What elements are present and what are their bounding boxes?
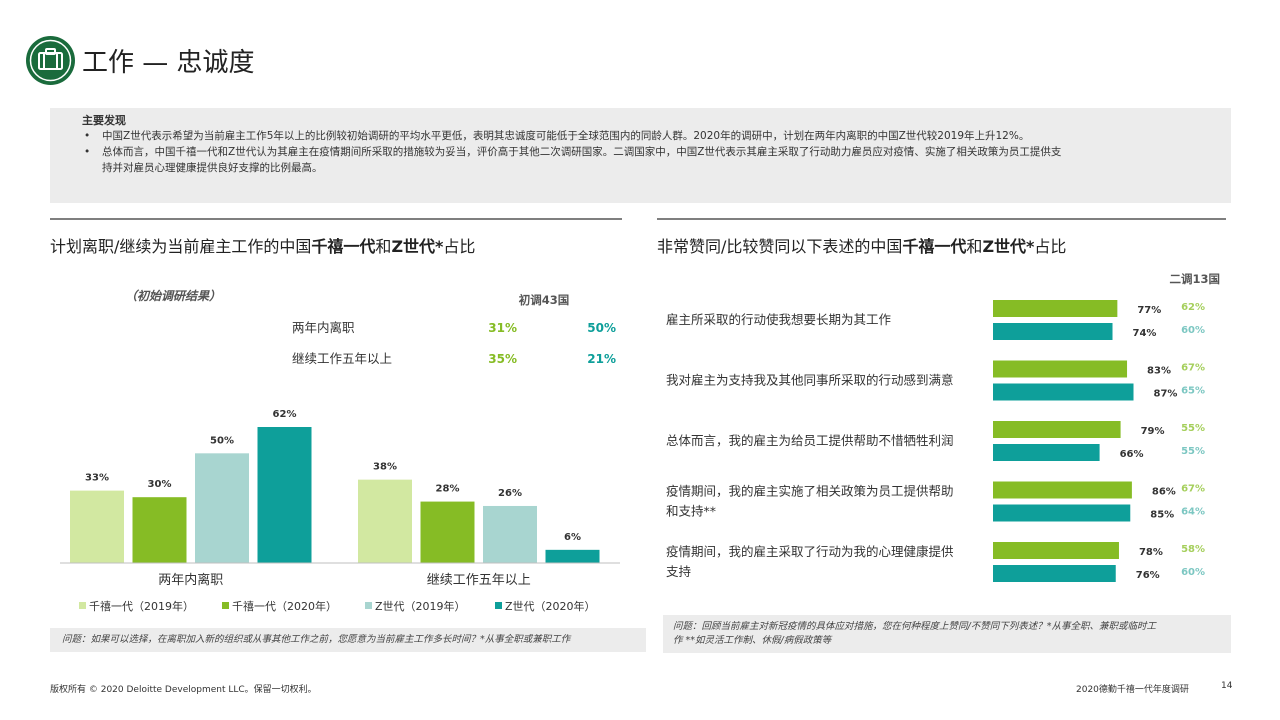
statement-label: 雇主所采取的行动使我想要长期为其工作 [666, 312, 892, 327]
ref-value: 62% [1181, 302, 1205, 313]
report-name: 2020德勤千禧一代年度调研 [1076, 685, 1189, 695]
bar [70, 490, 124, 563]
ref-value: 55% [1181, 446, 1205, 457]
statement-label: 支持 [666, 564, 691, 579]
findings-bullet: 总体而言，中国千禧一代和Z世代认为其雇主在疫情期间所采取的措施较为妥当，评价高于… [82, 144, 1201, 160]
findings-heading: 主要发现 [82, 114, 126, 127]
findings-bullet-continuation: 持并对雇员心理健康提供良好支撑的比例最高。 [102, 162, 323, 174]
hbar-value-label: 86% [1152, 487, 1176, 498]
copyright: 版权所有 © 2020 Deloitte Development LLC。保留一… [50, 685, 317, 695]
bar-value-label: 38% [373, 462, 397, 473]
ref-millennial-value: 35% [488, 352, 517, 366]
legend-label: 千禧一代（2019年） [89, 599, 194, 613]
bar [257, 427, 312, 563]
key-findings-box: 主要发现 中国Z世代表示希望为当前雇主工作5年以上的比例较初始调研的平均水平更低… [50, 108, 1231, 203]
ref-millennial-value: 31% [488, 321, 517, 335]
bar [358, 479, 412, 563]
hbar [993, 383, 1134, 401]
hbar [993, 504, 1131, 522]
statement-label: 总体而言，我的雇主为给员工提供帮助不惜牺牲利润 [666, 433, 954, 448]
ref-value: 67% [1181, 484, 1205, 495]
ref-value: 60% [1181, 567, 1205, 578]
right-question-note: 问题：回顾当前雇主对新冠疫情的具体应对措施，您在何种程度上赞同/不赞同下列表述？… [663, 615, 1231, 653]
findings-bullet: 中国Z世代表示希望为当前雇主工作5年以上的比例较初始调研的平均水平更低，表明其忠… [82, 128, 1201, 144]
ref-value: 67% [1181, 363, 1205, 374]
ref-value: 60% [1181, 325, 1205, 336]
right-section-rule [657, 218, 1226, 220]
bar-value-label: 6% [564, 532, 581, 543]
bar-value-label: 62% [273, 409, 297, 420]
bar [420, 501, 475, 563]
statement-label: 疫情期间，我的雇主实施了相关政策为员工提供帮助 [666, 484, 954, 499]
hbar-value-label: 87% [1154, 389, 1178, 400]
category-label: 继续工作五年以上 [427, 573, 531, 588]
legend-swatch [365, 602, 372, 609]
hbar [993, 444, 1100, 461]
legend-label: Z世代（2019年） [375, 599, 466, 613]
hbar-value-label: 76% [1136, 570, 1160, 581]
legend-swatch [495, 602, 502, 609]
ref-value: 64% [1181, 507, 1205, 518]
bar-value-label: 26% [498, 488, 522, 499]
ref-table-header: 初调43国 [519, 293, 570, 307]
hbar [993, 360, 1128, 378]
ref-value: 58% [1181, 544, 1205, 555]
ref-genz-value: 50% [587, 321, 616, 335]
ref-value: 65% [1181, 386, 1205, 397]
bar-value-label: 30% [148, 479, 172, 490]
left-chart-title: 计划离职/继续为当前雇主工作的中国千禧一代和Z世代*占比 [50, 237, 476, 256]
bar-value-label: 33% [85, 473, 109, 484]
ref-value: 55% [1181, 423, 1205, 434]
hbar-value-label: 79% [1141, 426, 1165, 437]
page-number: 14 [1221, 681, 1233, 691]
left-section-rule [50, 218, 622, 220]
bar [483, 505, 537, 563]
statement-label: 和支持** [666, 504, 716, 519]
ref-genz-value: 21% [587, 352, 616, 366]
hbar [993, 565, 1116, 582]
findings-list: 中国Z世代表示希望为当前雇主工作5年以上的比例较初始调研的平均水平更低，表明其忠… [82, 128, 1201, 176]
right-note-line: 作 **如灵活工作制、休假/病假政策等 [673, 635, 832, 646]
hbar [993, 323, 1113, 340]
ref-table-subtitle: （初始调研结果） [125, 289, 221, 303]
legend-label: Z世代（2020年） [505, 599, 596, 613]
statement-label: 我对雇主为支持我及其他同事所采取的行动感到满意 [666, 373, 954, 388]
page-title: 工作 — 忠诚度 [82, 48, 255, 78]
legend-label: 千禧一代（2020年） [232, 599, 337, 613]
statement-label: 疫情期间，我的雇主采取了行动为我的心理健康提供 [666, 544, 954, 559]
ref-row-label: 继续工作五年以上 [292, 351, 392, 366]
legend-swatch [222, 602, 229, 609]
hbar-value-label: 85% [1150, 510, 1174, 521]
hbar [993, 421, 1121, 438]
hbar [993, 300, 1118, 317]
right-chart-title: 非常赞同/比较赞同以下表述的中国千禧一代和Z世代*占比 [657, 237, 1067, 256]
bar [195, 453, 249, 563]
hbar-value-label: 78% [1139, 547, 1163, 558]
legend-swatch [79, 602, 86, 609]
hbar-value-label: 77% [1137, 305, 1161, 316]
bar [132, 497, 187, 563]
hbar-value-label: 83% [1147, 366, 1171, 377]
hbar [993, 481, 1132, 499]
bar [545, 549, 600, 563]
right-note-line: 问题：回顾当前雇主对新冠疫情的具体应对措施，您在何种程度上赞同/不赞同下列表述？… [673, 621, 1156, 632]
bar-value-label: 28% [436, 484, 460, 495]
category-label: 两年内离职 [158, 572, 223, 588]
left-question-note: 问题：如果可以选择，在离职加入新的组织或从事其他工作之前，您愿意为当前雇主工作多… [50, 628, 646, 652]
hbar-value-label: 66% [1120, 449, 1144, 460]
briefcase-icon [26, 36, 75, 85]
hbar-value-label: 74% [1133, 328, 1157, 339]
hbar [993, 542, 1119, 559]
ref-row-label: 两年内离职 [292, 320, 355, 335]
ref-header: 二调13国 [1169, 272, 1220, 286]
bar-value-label: 50% [210, 435, 234, 446]
